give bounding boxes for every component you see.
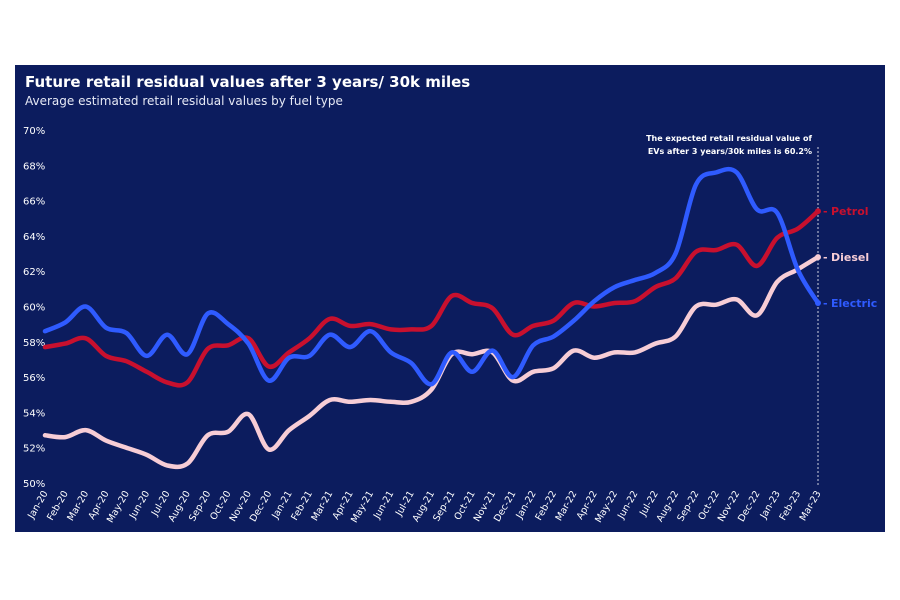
- y-tick-label: 64%: [23, 232, 45, 243]
- annotation-line-1: The expected retail residual value of: [646, 134, 812, 143]
- legend-dash-electric: -: [823, 297, 828, 310]
- y-tick-label: 60%: [23, 303, 45, 314]
- series-end-point-electric: [815, 299, 821, 306]
- series-lines: [42, 166, 821, 470]
- series-line-electric: [42, 166, 821, 387]
- series-end-point-petrol: [815, 208, 821, 215]
- legend-label-petrol: Petrol: [831, 205, 869, 218]
- legend: - Diesel- Petrol- Electric: [823, 205, 877, 310]
- legend-label-diesel: Diesel: [831, 251, 869, 264]
- legend-dash-petrol: -: [823, 205, 828, 218]
- series-end-point-diesel: [815, 254, 821, 261]
- y-tick-label: 58%: [23, 338, 45, 349]
- chart-subtitle: Average estimated retail residual values…: [25, 94, 343, 108]
- y-axis: 50% 52% 54% 56% 58% 60% 62% 64% 66% 68% 70%: [23, 126, 45, 490]
- annotation-line-2: EVs after 3 years/30k miles is 60.2%: [648, 147, 812, 156]
- series-line-petrol: [42, 208, 821, 388]
- y-tick-label: 66%: [23, 197, 45, 208]
- y-tick-label: 52%: [23, 444, 45, 455]
- legend-dash-diesel: -: [823, 251, 828, 264]
- x-axis: Jan-20Feb-20Mar-20Apr-20May-20Jun-20Jul-…: [25, 489, 823, 525]
- chart-panel: Future retail residual values after 3 ye…: [15, 65, 885, 532]
- y-tick-label: 70%: [23, 126, 45, 137]
- series-line-diesel: [42, 254, 821, 470]
- y-tick-label: 54%: [23, 408, 45, 419]
- y-tick-label: 62%: [23, 267, 45, 278]
- legend-label-electric: Electric: [831, 297, 877, 310]
- y-tick-label: 56%: [23, 373, 45, 384]
- chart-title: Future retail residual values after 3 ye…: [25, 73, 471, 91]
- y-tick-label: 50%: [23, 479, 45, 490]
- line-chart: 50% 52% 54% 56% 58% 60% 62% 64% 66% 68% 70% Jan-20…: [23, 126, 877, 525]
- y-tick-label: 68%: [23, 161, 45, 172]
